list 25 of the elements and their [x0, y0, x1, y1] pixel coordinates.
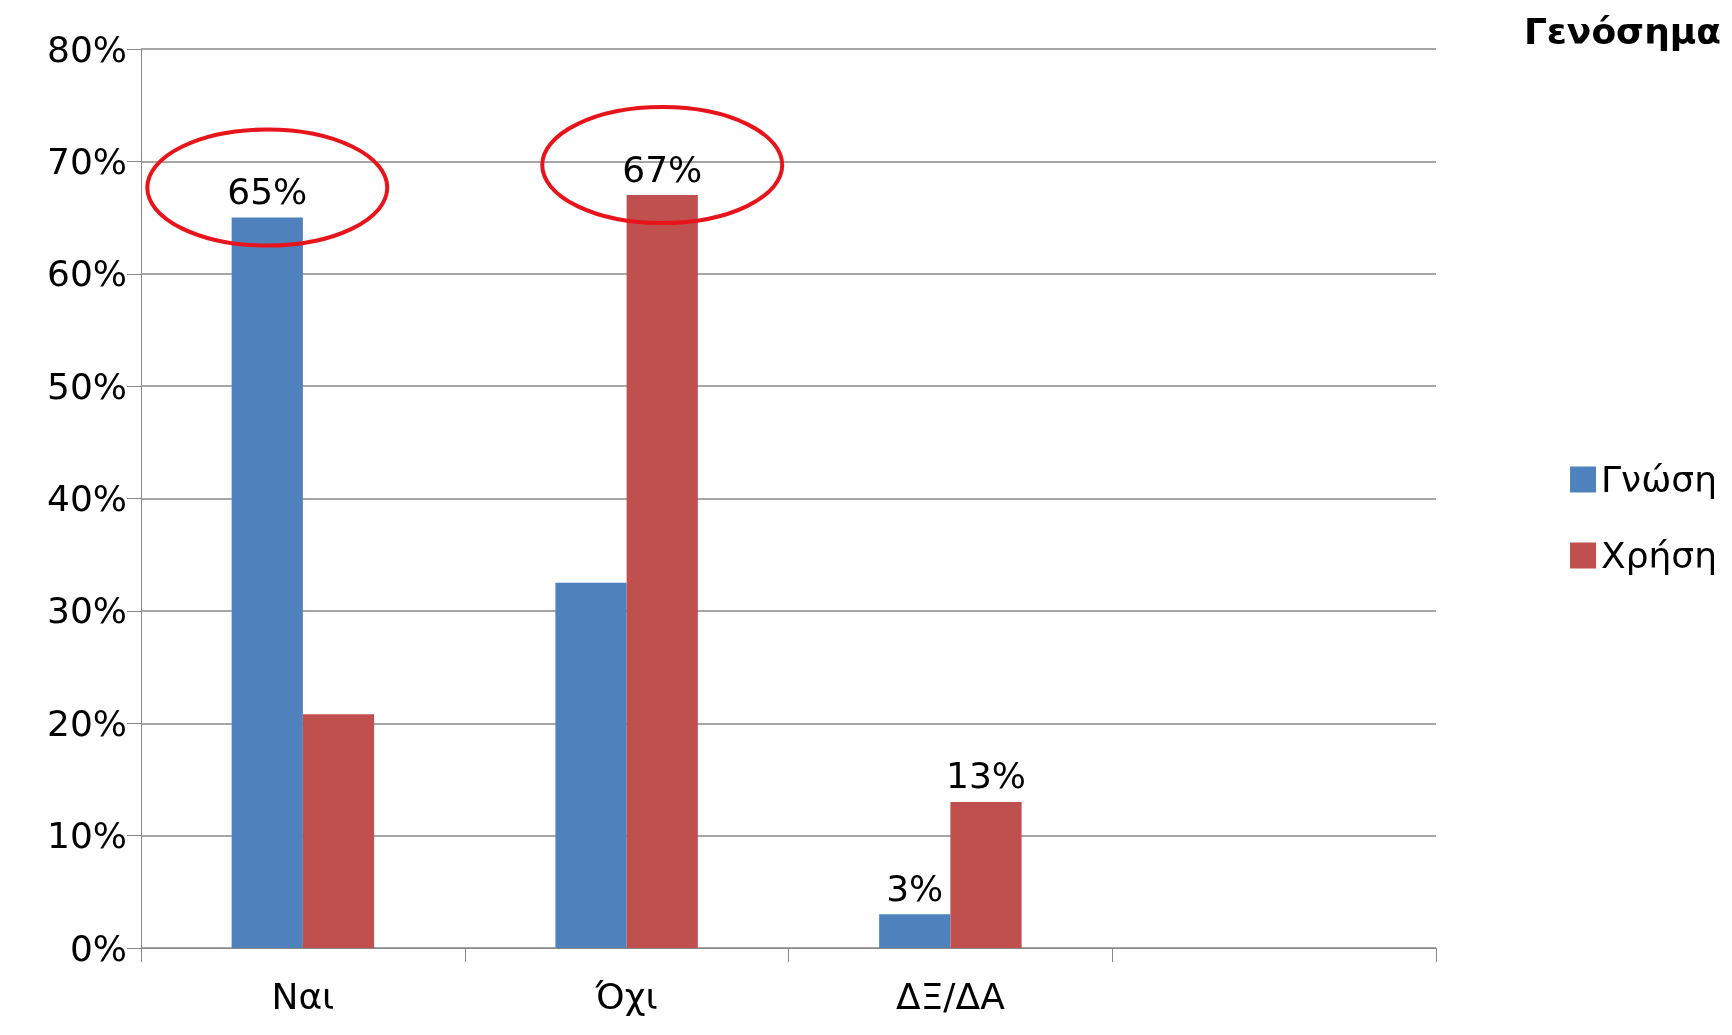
bar — [626, 195, 698, 948]
y-tick-label: 60% — [46, 253, 127, 295]
data-label: 65% — [227, 171, 308, 213]
bar — [879, 914, 951, 948]
y-tick-label: 30% — [46, 590, 127, 632]
x-tick-label: Ναι — [271, 975, 335, 1017]
y-tick-label: 50% — [46, 365, 127, 407]
data-label: 13% — [945, 755, 1026, 797]
text: Γενόσημα — [1523, 10, 1721, 52]
x-tick-label: Όχι — [594, 975, 658, 1017]
x-tick-label: ΔΞ/ΔΑ — [895, 975, 1006, 1017]
legend-label: Χρήση — [1601, 535, 1718, 576]
legend-label: Γνώση — [1601, 459, 1717, 500]
y-tick-label: 40% — [46, 478, 127, 519]
bar — [950, 801, 1022, 948]
y-tick-label: 70% — [46, 140, 127, 182]
bar — [231, 217, 303, 948]
data-label: 3% — [886, 867, 944, 909]
y-tick-label: 80% — [46, 28, 127, 70]
bar — [555, 582, 627, 948]
y-tick-label: 20% — [46, 702, 127, 744]
y-tick-label: 0% — [69, 927, 127, 969]
data-label: 67% — [622, 148, 703, 190]
bar — [302, 714, 375, 948]
y-tick-label: 10% — [46, 815, 127, 857]
